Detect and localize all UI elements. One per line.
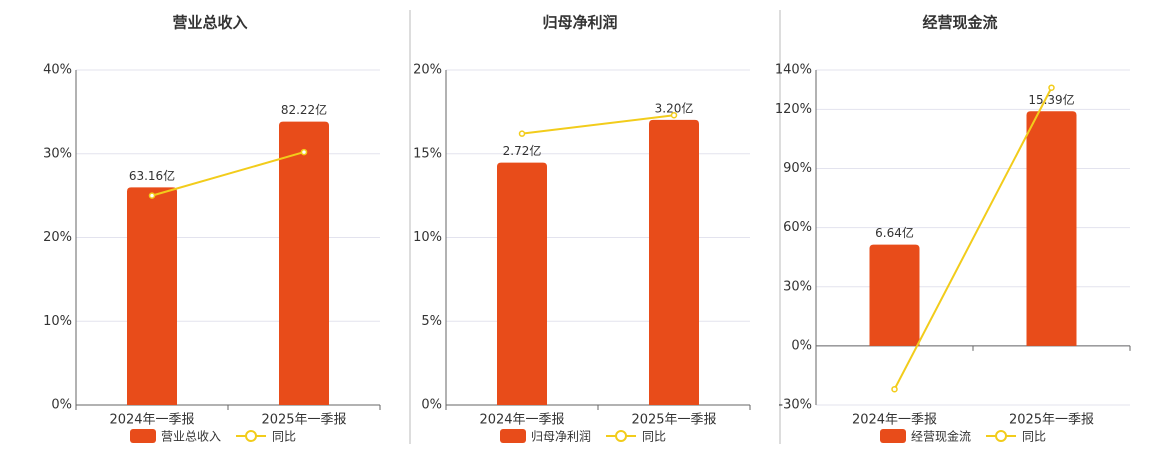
line (151, 151, 305, 197)
y-tick-label: 120% (775, 102, 812, 117)
chart-title: 经营现金流 (922, 14, 997, 32)
y-tick-label: 0% (421, 398, 442, 413)
value-label: 2.72亿 (503, 143, 542, 158)
legend-marker (245, 430, 258, 442)
bar (869, 244, 920, 346)
x-tick-label: 2025年一季报 (631, 413, 716, 428)
value-label: 6.64亿 (875, 225, 914, 240)
legend-label: 同比 (642, 430, 666, 444)
line-point (1048, 84, 1055, 91)
y-tick-label: -30% (778, 398, 812, 413)
y-tick-label: 140% (775, 63, 812, 78)
legend-label: 同比 (272, 430, 296, 444)
legend-swatch (880, 429, 906, 443)
bar (497, 162, 547, 405)
legend-marker (615, 430, 628, 442)
y-tick-label: 10% (413, 230, 442, 245)
value-label: 15.39亿 (1028, 92, 1074, 107)
legend-label: 经营现金流 (911, 429, 971, 444)
line-point (300, 148, 308, 156)
y-tick-label: 60% (783, 220, 812, 235)
legend-label: 营业总收入 (161, 430, 221, 444)
bar (127, 187, 177, 405)
legend-label: 归母净利润 (531, 430, 591, 444)
x-tick-label: 2024年一季报 (852, 413, 937, 428)
y-tick-label: 10% (43, 314, 72, 329)
chart-title: 归母净利润 (542, 14, 617, 32)
value-label: 3.20亿 (655, 100, 694, 115)
legend-marker (995, 430, 1008, 442)
legend-swatch (500, 429, 526, 443)
y-tick-label: 30% (43, 146, 72, 161)
y-tick-label: 15% (413, 146, 442, 161)
bar (1026, 111, 1077, 346)
bar (649, 119, 699, 405)
legend-swatch (130, 429, 156, 443)
line (893, 87, 1053, 390)
x-tick-label: 2024年一季报 (109, 413, 194, 428)
legend-label: 同比 (1022, 430, 1046, 444)
line-point (148, 192, 156, 199)
line-point (518, 130, 526, 137)
line (521, 114, 675, 135)
value-label: 82.22亿 (281, 102, 327, 117)
value-label: 63.16亿 (129, 168, 175, 183)
x-tick-label: 2024年一季报 (479, 413, 564, 428)
line-point (891, 385, 898, 393)
chart-title: 营业总收入 (172, 14, 247, 32)
y-tick-label: 5% (421, 314, 442, 329)
x-tick-label: 2025年一季报 (261, 413, 346, 428)
y-tick-label: 20% (413, 63, 442, 78)
line-point (670, 111, 678, 119)
x-tick-label: 2025年一季报 (1009, 413, 1094, 428)
y-tick-label: 90% (783, 161, 812, 176)
y-tick-label: 0% (791, 338, 812, 353)
bar (279, 121, 329, 405)
y-tick-label: 30% (783, 279, 812, 294)
y-tick-label: 40% (43, 63, 72, 78)
y-tick-label: 20% (43, 230, 72, 245)
y-tick-label: 0% (51, 398, 72, 413)
